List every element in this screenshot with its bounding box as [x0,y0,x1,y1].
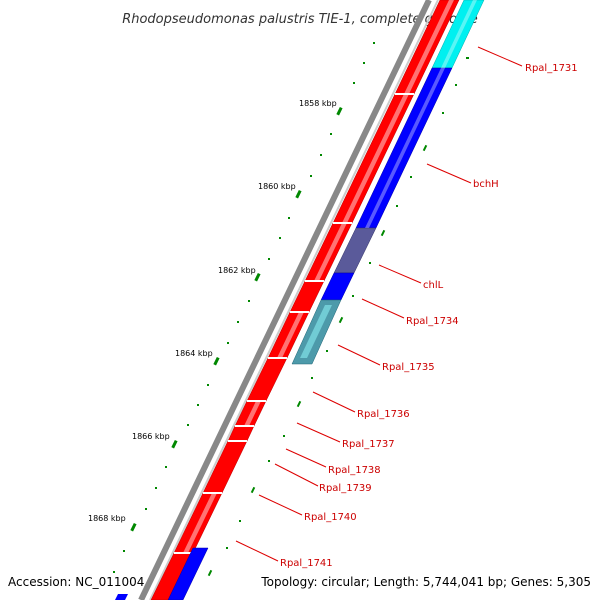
gene-label-chll[interactable]: chlL [423,280,444,291]
scale-label-1860: 1860 kbp [258,182,296,191]
gene-label-rpal-1734[interactable]: Rpal_1734 [406,316,459,327]
gene-label-rpal-1740[interactable]: Rpal_1740 [304,512,357,523]
forward-strand-features [150,0,460,601]
accession-text: Accession: NC_011004 [8,575,144,589]
scale-label-1866: 1866 kbp [132,432,170,441]
gene-labels: Rpal_1731 bchH chlL Rpal_1734 Rpal_1735 … [280,63,578,569]
gene-label-rpal-1736[interactable]: Rpal_1736 [357,409,410,420]
gene-label-rpal-1737[interactable]: Rpal_1737 [342,439,395,450]
cds-reverse-edge [115,594,128,600]
scale-label-1868: 1868 kbp [88,514,126,523]
reverse-strand-features [115,0,485,601]
gene-label-leaders [235,46,523,562]
gene-label-rpal-1741[interactable]: Rpal_1741 [280,558,333,569]
genome-summary-text: Topology: circular; Length: 5,744,041 bp… [260,575,591,589]
gene-label-rpal-1738[interactable]: Rpal_1738 [328,465,381,476]
gene-label-rpal-1735[interactable]: Rpal_1735 [382,362,435,373]
backbone-ring [138,0,439,602]
outer-scale-track: 1858 kbp 1860 kbp 1862 kbp 1864 kbp 1866… [88,42,375,573]
inner-tick-track [207,57,469,577]
gene-label-rpal-1731[interactable]: Rpal_1731 [525,63,578,74]
gene-label-rpal-1739[interactable]: Rpal_1739 [319,483,372,494]
map-title: Rhodopseudomonas palustris TIE-1, comple… [122,12,478,27]
scale-label-1858: 1858 kbp [299,99,337,108]
cds-forward-1739 [202,440,248,494]
scale-label-1864: 1864 kbp [175,349,213,358]
gene-label-bchh[interactable]: bchH [473,179,499,190]
scale-label-1862: 1862 kbp [218,266,256,275]
